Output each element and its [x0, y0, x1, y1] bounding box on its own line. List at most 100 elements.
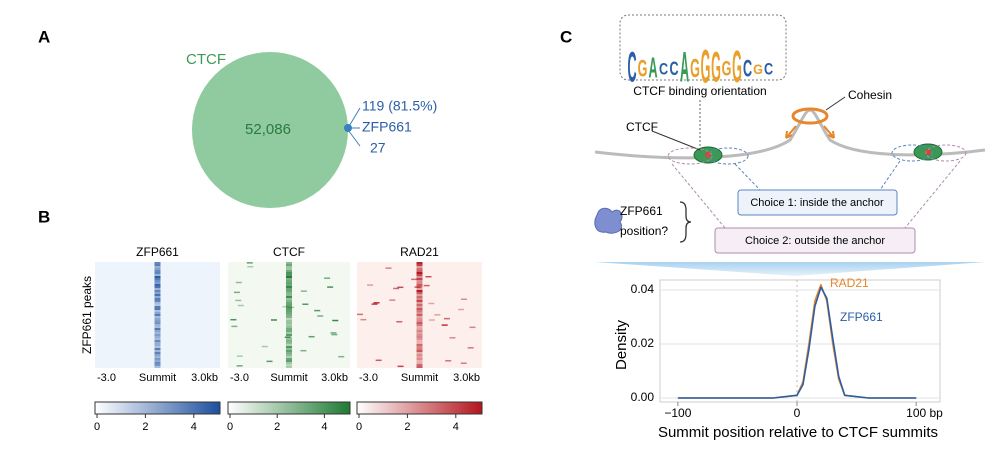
heatmap-signal: [154, 338, 161, 340]
heatmap-signal: [416, 358, 423, 360]
colorbar-tick-label: 2: [142, 421, 148, 433]
heatmap-signal: [154, 318, 161, 320]
heatmap-signal: [154, 292, 161, 294]
heatmap-signal: [154, 274, 161, 276]
heatmap-signal: [449, 337, 456, 339]
heatmap-signal: [154, 352, 161, 354]
heatmap-signal: [286, 358, 292, 360]
heatmap-signal: [286, 266, 292, 268]
heatmap-signal: [286, 312, 292, 314]
heatmap-signal: [286, 284, 292, 286]
heatmap-signal: [416, 266, 423, 268]
heatmap-signal: [154, 310, 161, 312]
heatmap-signal: [154, 316, 161, 318]
venn-set2: ZFP661: [362, 119, 412, 135]
heatmap-signal: [154, 282, 161, 284]
heatmap-signal: [286, 328, 292, 330]
heatmap-signal: [286, 332, 292, 334]
motif-letter: C: [764, 61, 773, 79]
heatmap-signal: [286, 310, 292, 312]
cohesin-ring: [791, 107, 829, 125]
venn-set1: CTCF: [186, 51, 226, 68]
heatmap-signal: [416, 328, 423, 330]
heatmap-signal: [469, 326, 476, 329]
heatmap-signal: [286, 296, 292, 298]
heatmap-x-label: Summit: [139, 372, 176, 384]
choice2-label: Choice 2: outside the anchor: [745, 235, 885, 247]
heatmap-signal: [154, 328, 161, 330]
heatmap-signal: [154, 276, 161, 278]
heatmap-signal: [154, 278, 161, 280]
colorbar-tick-label: 0: [94, 421, 100, 433]
heatmap-signal: [416, 312, 423, 314]
zoom-funnel: [595, 262, 985, 276]
heatmap-signal: [235, 281, 242, 284]
heatmap-signal: [154, 362, 161, 364]
x-tick-label: 0: [794, 406, 801, 420]
colorbar: [94, 401, 221, 415]
heatmap-signal: [286, 274, 292, 276]
heatmap-signal: [416, 338, 423, 340]
y-axis-label: Density: [613, 319, 630, 370]
motif-letter: C: [627, 42, 636, 91]
brace: [679, 201, 692, 243]
heatmap-signal: [154, 298, 161, 300]
colorbar-tick-label: 0: [227, 421, 233, 433]
heatmap-signal: [154, 360, 161, 362]
heatmap-signal: [416, 296, 423, 298]
heatmap-signal: [286, 286, 292, 288]
heatmap-signal: [286, 298, 292, 300]
heatmap-signal: [288, 306, 295, 309]
heatmap-signal: [154, 354, 161, 356]
heatmap-signal: [286, 290, 292, 292]
heatmap-signal: [317, 315, 324, 317]
heatmap-signal: [154, 314, 161, 316]
anchor-outside: [667, 147, 713, 165]
heatmap-signal: [154, 272, 161, 274]
heatmap-signal: [460, 298, 467, 301]
heatmap-signal: [396, 320, 403, 323]
colorbar-tick-label: 2: [274, 421, 280, 433]
heatmap-signal: [154, 308, 161, 310]
question-line: ZFP661: [620, 204, 663, 218]
heatmap-signal: [324, 277, 331, 279]
x-tick-label: −100: [664, 406, 691, 420]
heatmap-signal: [286, 302, 292, 304]
motif-letter: G: [753, 61, 763, 77]
heatmap-signal: [154, 266, 161, 268]
heatmap-signal: [416, 276, 423, 278]
colorbar: [227, 401, 351, 415]
heatmap-signal: [154, 290, 161, 292]
heatmap-signal: [261, 345, 268, 348]
heatmap-signal: [286, 362, 292, 364]
heatmap-title: CTCF: [273, 245, 305, 259]
heatmap-signal: [425, 275, 432, 278]
heatmap-signal: [416, 270, 423, 272]
colorbar-tick-label: 4: [321, 421, 327, 433]
heatmap-signal: [154, 280, 161, 282]
heatmap-signal: [286, 354, 292, 356]
heatmap-x-label: 3.0kb: [191, 372, 218, 384]
heatmap-signal: [416, 356, 423, 358]
motif-letter: G: [690, 54, 700, 83]
series-line: [677, 286, 917, 399]
heatmap-signal: [416, 288, 423, 290]
heatmap-signal: [154, 356, 161, 358]
heatmap-signal: [416, 322, 423, 324]
heatmap-signal: [286, 270, 292, 272]
heatmap-signal: [314, 309, 321, 312]
question-line: position?: [620, 224, 668, 238]
heatmap-signal: [416, 304, 423, 306]
heatmap-signal: [338, 355, 345, 358]
heatmap-signal: [154, 334, 161, 336]
colorbar-tick-label: 2: [404, 421, 410, 433]
heatmap-signal: [416, 364, 423, 366]
heatmap-signal: [154, 270, 161, 272]
heatmap-signal: [389, 299, 396, 301]
heatmap-signal: [154, 300, 161, 302]
heatmap-signal: [373, 302, 380, 304]
heatmap-signal: [154, 336, 161, 338]
heatmap-signal: [416, 298, 423, 300]
heatmap-signal: [411, 278, 418, 281]
heatmap-signal: [286, 278, 292, 280]
